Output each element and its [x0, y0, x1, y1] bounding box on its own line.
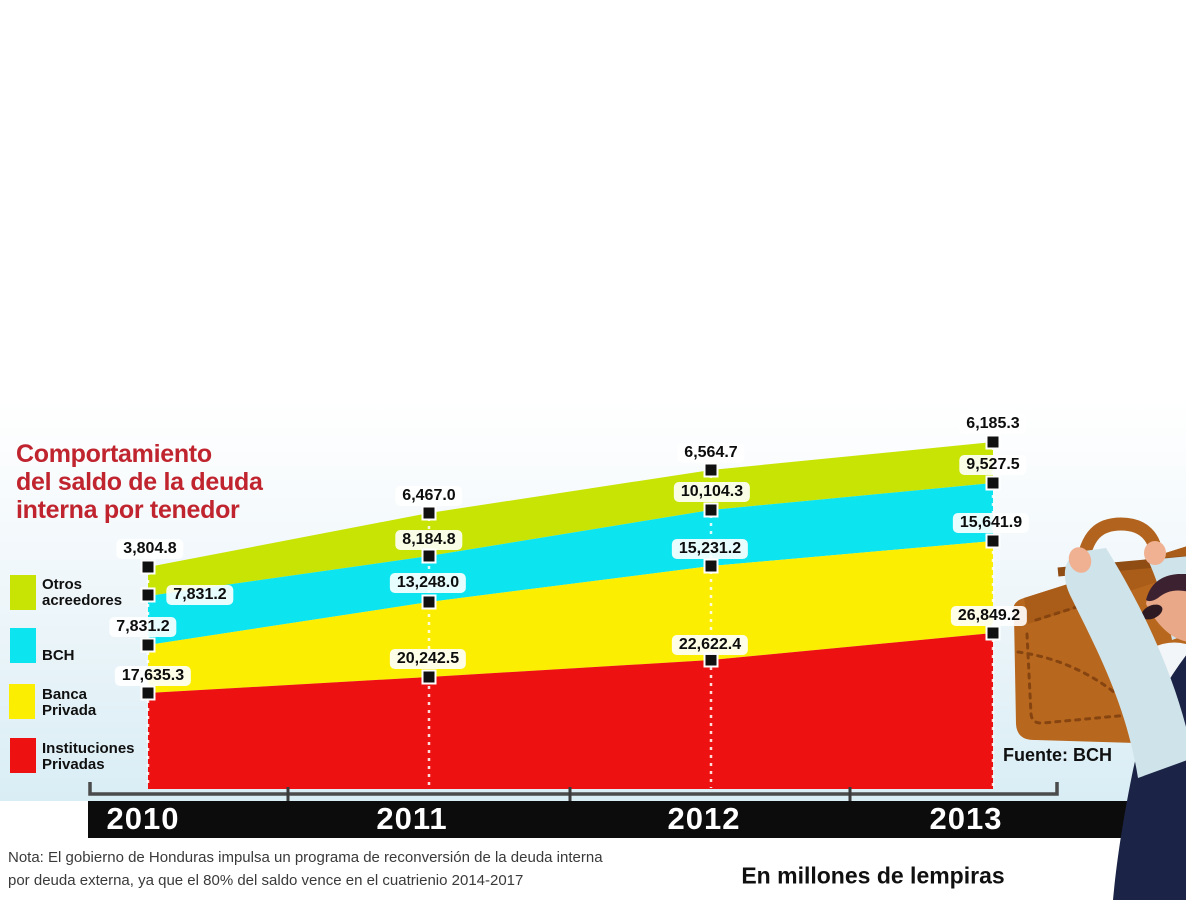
- value-label-2011-banca: 13,248.0: [389, 573, 467, 593]
- area-bch: [148, 483, 993, 645]
- axis-ticks: [286, 787, 852, 801]
- value-label-2012-instituciones: 22,622.4: [671, 635, 749, 655]
- value-label-2012-banca: 15,231.2: [671, 539, 749, 559]
- legend-text: Privada: [42, 702, 97, 719]
- x-axis-label-2011: 2011: [376, 801, 448, 836]
- legend-text: BCH: [42, 647, 75, 664]
- briefcase-handle: [1075, 517, 1164, 575]
- chart-title-line3: interna por tenedor: [16, 496, 240, 524]
- unit-label: En millones de lempiras: [741, 862, 1005, 889]
- value-label-2013-instituciones: 26,849.2: [950, 606, 1028, 626]
- legend-swatch-instituciones-privadas: [10, 738, 36, 773]
- legend-text: Otros: [42, 576, 83, 593]
- axis-bracket: [88, 782, 1059, 796]
- chart-title: Comportamiento del saldo de la deuda int…: [16, 440, 336, 524]
- left-hand: [1068, 547, 1092, 573]
- chart-title-line2: del saldo de la deuda: [16, 468, 263, 496]
- left-arm-sleeve: [1064, 548, 1186, 778]
- legend-text: Privadas: [42, 756, 105, 773]
- legend-text: Instituciones: [42, 740, 135, 757]
- right-hand: [1144, 541, 1166, 565]
- value-label-2013-banca: 15,641.9: [952, 513, 1030, 533]
- x-axis-label-2013: 2013: [929, 801, 1003, 836]
- value-label-2012-bch: 10,104.3: [673, 482, 751, 502]
- area-otros-acreedores: [148, 442, 993, 596]
- year-axis-bar: [88, 801, 1145, 838]
- value-label-2011-bch: 8,184.8: [395, 530, 463, 550]
- value-label-2010-instituciones: 17,635.3: [114, 666, 192, 686]
- legend-text: acreedores: [42, 592, 123, 609]
- value-label-2011-instituciones: 20,242.5: [389, 649, 467, 669]
- source-label: Fuente: BCH: [1003, 745, 1112, 765]
- legend-swatch-otros-acreedores: [10, 575, 36, 610]
- value-label-2010-otros: 3,804.8: [116, 539, 184, 559]
- legend-label-banca-privada: Banca Privada: [42, 687, 96, 719]
- chart-title-line1: Comportamiento: [16, 440, 212, 468]
- hair: [1146, 574, 1186, 602]
- legend-label-instituciones-privadas: Instituciones Privadas: [42, 741, 135, 773]
- data-point-markers: [140, 434, 1001, 701]
- legend-label-otros-acreedores: Otros acreedores: [42, 577, 122, 609]
- legend-swatch-banca-privada: [9, 684, 35, 719]
- legend-text: Banca: [42, 686, 88, 703]
- value-label-2012-otros: 6,564.7: [677, 443, 745, 463]
- area-banca-privada: [148, 541, 993, 693]
- footnote-line1: Nota: El gobierno de Honduras impulsa un…: [8, 849, 603, 866]
- value-label-2010-banca: 7,831.2: [109, 617, 177, 637]
- x-axis-label-2010: 2010: [106, 801, 180, 836]
- briefcase-illustration: [1013, 517, 1186, 900]
- x-axis-label-2012: 2012: [667, 801, 741, 836]
- value-label-2013-bch: 9,527.5: [959, 455, 1027, 475]
- value-label-2010-bch: 7,831.2: [166, 585, 234, 605]
- value-label-2013-otros: 6,185.3: [959, 414, 1027, 434]
- footnote: Nota: El gobierno de Honduras impulsa un…: [8, 846, 603, 892]
- area-instituciones-privadas: [148, 633, 993, 789]
- legend-swatch-bch: [10, 628, 36, 663]
- value-label-2011-otros: 6,467.0: [395, 486, 463, 506]
- sunglasses: [1141, 604, 1163, 620]
- legend-label-bch: BCH: [42, 648, 75, 664]
- footnote-line2: por deuda externa, ya que el 80% del sal…: [8, 872, 524, 889]
- stacked-areas: [148, 442, 993, 789]
